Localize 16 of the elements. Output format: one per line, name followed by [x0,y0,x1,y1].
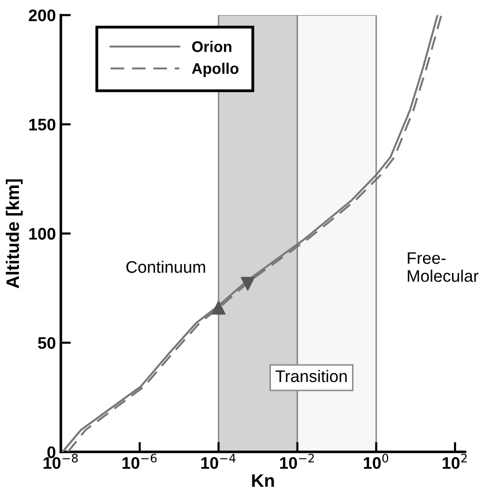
y-tick-label: 150 [29,118,56,131]
y-axis-title: Altitude [km] [6,179,23,288]
y-tick-label: 50 [38,337,56,349]
legend-label: Apollo [192,62,238,77]
x-axis-title: Kn [252,474,274,487]
x-tick-label: 10$^{−4}$ [201,454,236,469]
annotation: Transition [276,370,347,382]
x-tick-label: 10$^{−2}$ [280,454,314,469]
legend-label: Orion [192,40,232,52]
x-tick-label: 10$^{−6}$ [122,454,157,469]
x-tick-label: 10$^{0}$ [364,454,388,469]
x-tick-label: 10$^{2}$ [442,454,467,469]
annotation: Continuum [126,260,206,273]
annotation: Free- Molecular [408,252,478,282]
y-tick-label: 100 [29,228,56,240]
y-tick-label: 200 [28,10,56,22]
